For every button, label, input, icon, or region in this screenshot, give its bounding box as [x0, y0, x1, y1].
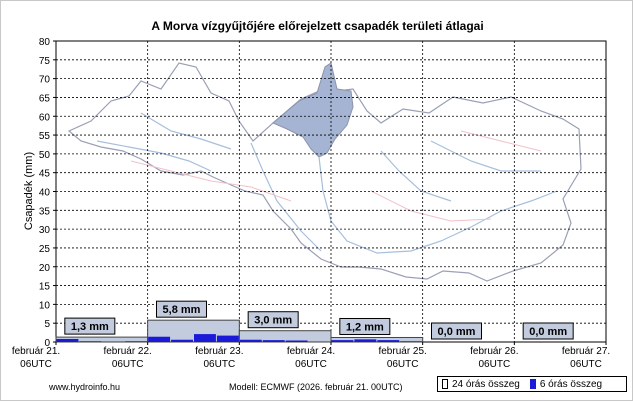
- y-tick-label-7: 35: [39, 206, 51, 217]
- bar-6h-13: [354, 339, 376, 342]
- bar-label-24h-4: 0,0 mm: [432, 323, 482, 339]
- bar-label-text-24h-2: 3,0 mm: [254, 315, 292, 327]
- website-link[interactable]: www.hydroinfo.hu: [49, 382, 120, 392]
- bar-6h-8: [240, 340, 262, 342]
- x-tick-label-time-2: 06UTC: [203, 359, 235, 370]
- x-tick-label-date-6: február 27.: [562, 346, 610, 357]
- x-tick-label-date-0: február 21.: [12, 346, 60, 357]
- legend-swatch-24h: [442, 379, 448, 389]
- model-info: Modell: ECMWF (2026. február 21. 00UTC): [229, 382, 403, 392]
- y-tick-label-5: 25: [39, 244, 51, 255]
- x-tick-label-date-5: február 26.: [470, 346, 518, 357]
- bar-6h-12: [332, 340, 354, 342]
- y-tick-label-15: 75: [39, 56, 51, 67]
- legend: 24 órás összeg 6 órás összeg: [437, 376, 627, 392]
- bar-6h-7: [217, 336, 239, 342]
- x-tick-label-date-1: február 22.: [103, 346, 151, 357]
- y-tick-label-1: 5: [44, 319, 50, 330]
- bar-6h-15: [400, 341, 422, 342]
- bar-label-24h-2: 3,0 mm: [248, 312, 298, 328]
- x-tick-label-date-4: február 25.: [378, 346, 426, 357]
- x-tick-label-time-0: 06UTC: [20, 359, 52, 370]
- bar-label-text-24h-0: 1,3 mm: [71, 321, 109, 333]
- x-tick-label-time-1: 06UTC: [112, 359, 144, 370]
- bar-label-text-24h-4: 0,0 mm: [438, 326, 476, 338]
- x-tick-label-date-2: február 23.: [195, 346, 243, 357]
- y-tick-label-14: 70: [39, 75, 51, 86]
- y-tick-label-8: 40: [39, 188, 51, 199]
- y-tick-label-16: 80: [39, 37, 51, 48]
- x-tick-label-time-6: 06UTC: [570, 359, 602, 370]
- bar-label-24h-3: 1,2 mm: [340, 318, 390, 334]
- bar-6h-9: [263, 340, 285, 342]
- bar-6h-6: [194, 334, 216, 342]
- bar-6h-10: [286, 340, 308, 342]
- y-tick-label-4: 20: [39, 263, 51, 274]
- legend-label-24h: 24 órás összeg: [452, 379, 520, 390]
- x-axis-ticks: február 21. 06UTC február 22. 06UTC február …: [12, 342, 610, 370]
- y-tick-label-13: 65: [39, 93, 51, 104]
- y-tick-label-6: 30: [39, 225, 51, 236]
- bar-label-text-24h-3: 1,2 mm: [346, 321, 384, 333]
- bar-label-text-24h-5: 0,0 mm: [529, 326, 567, 338]
- legend-label-6h: 6 órás összeg: [540, 379, 602, 390]
- bar-6h-3: [125, 341, 147, 342]
- bar-label-24h-0: 1,3 mm: [65, 318, 115, 334]
- x-tick-label-time-5: 06UTC: [478, 359, 510, 370]
- legend-swatch-6h: [530, 379, 536, 389]
- y-tick-label-2: 10: [39, 300, 51, 311]
- y-tick-label-12: 60: [39, 112, 51, 123]
- bar-6h-14: [377, 340, 399, 342]
- bar-label-24h-5: 0,0 mm: [523, 323, 573, 339]
- bar-6h-4: [148, 337, 170, 342]
- bar-6h-5: [171, 340, 193, 342]
- x-tick-label-date-3: február 24.: [287, 346, 335, 357]
- x-tick-label-time-3: 06UTC: [295, 359, 327, 370]
- y-tick-label-3: 15: [39, 282, 51, 293]
- y-tick-label-11: 55: [39, 131, 51, 142]
- bar-label-text-24h-1: 5,8 mm: [163, 304, 201, 316]
- y-tick-label-9: 45: [39, 169, 51, 180]
- y-tick-label-10: 50: [39, 150, 51, 161]
- x-tick-label-time-4: 06UTC: [387, 359, 419, 370]
- bar-label-24h-1: 5,8 mm: [157, 301, 207, 317]
- bar-6h-1: [79, 341, 101, 342]
- y-axis-label: Csapadék (mm): [23, 152, 35, 230]
- bar-6h-0: [57, 339, 79, 342]
